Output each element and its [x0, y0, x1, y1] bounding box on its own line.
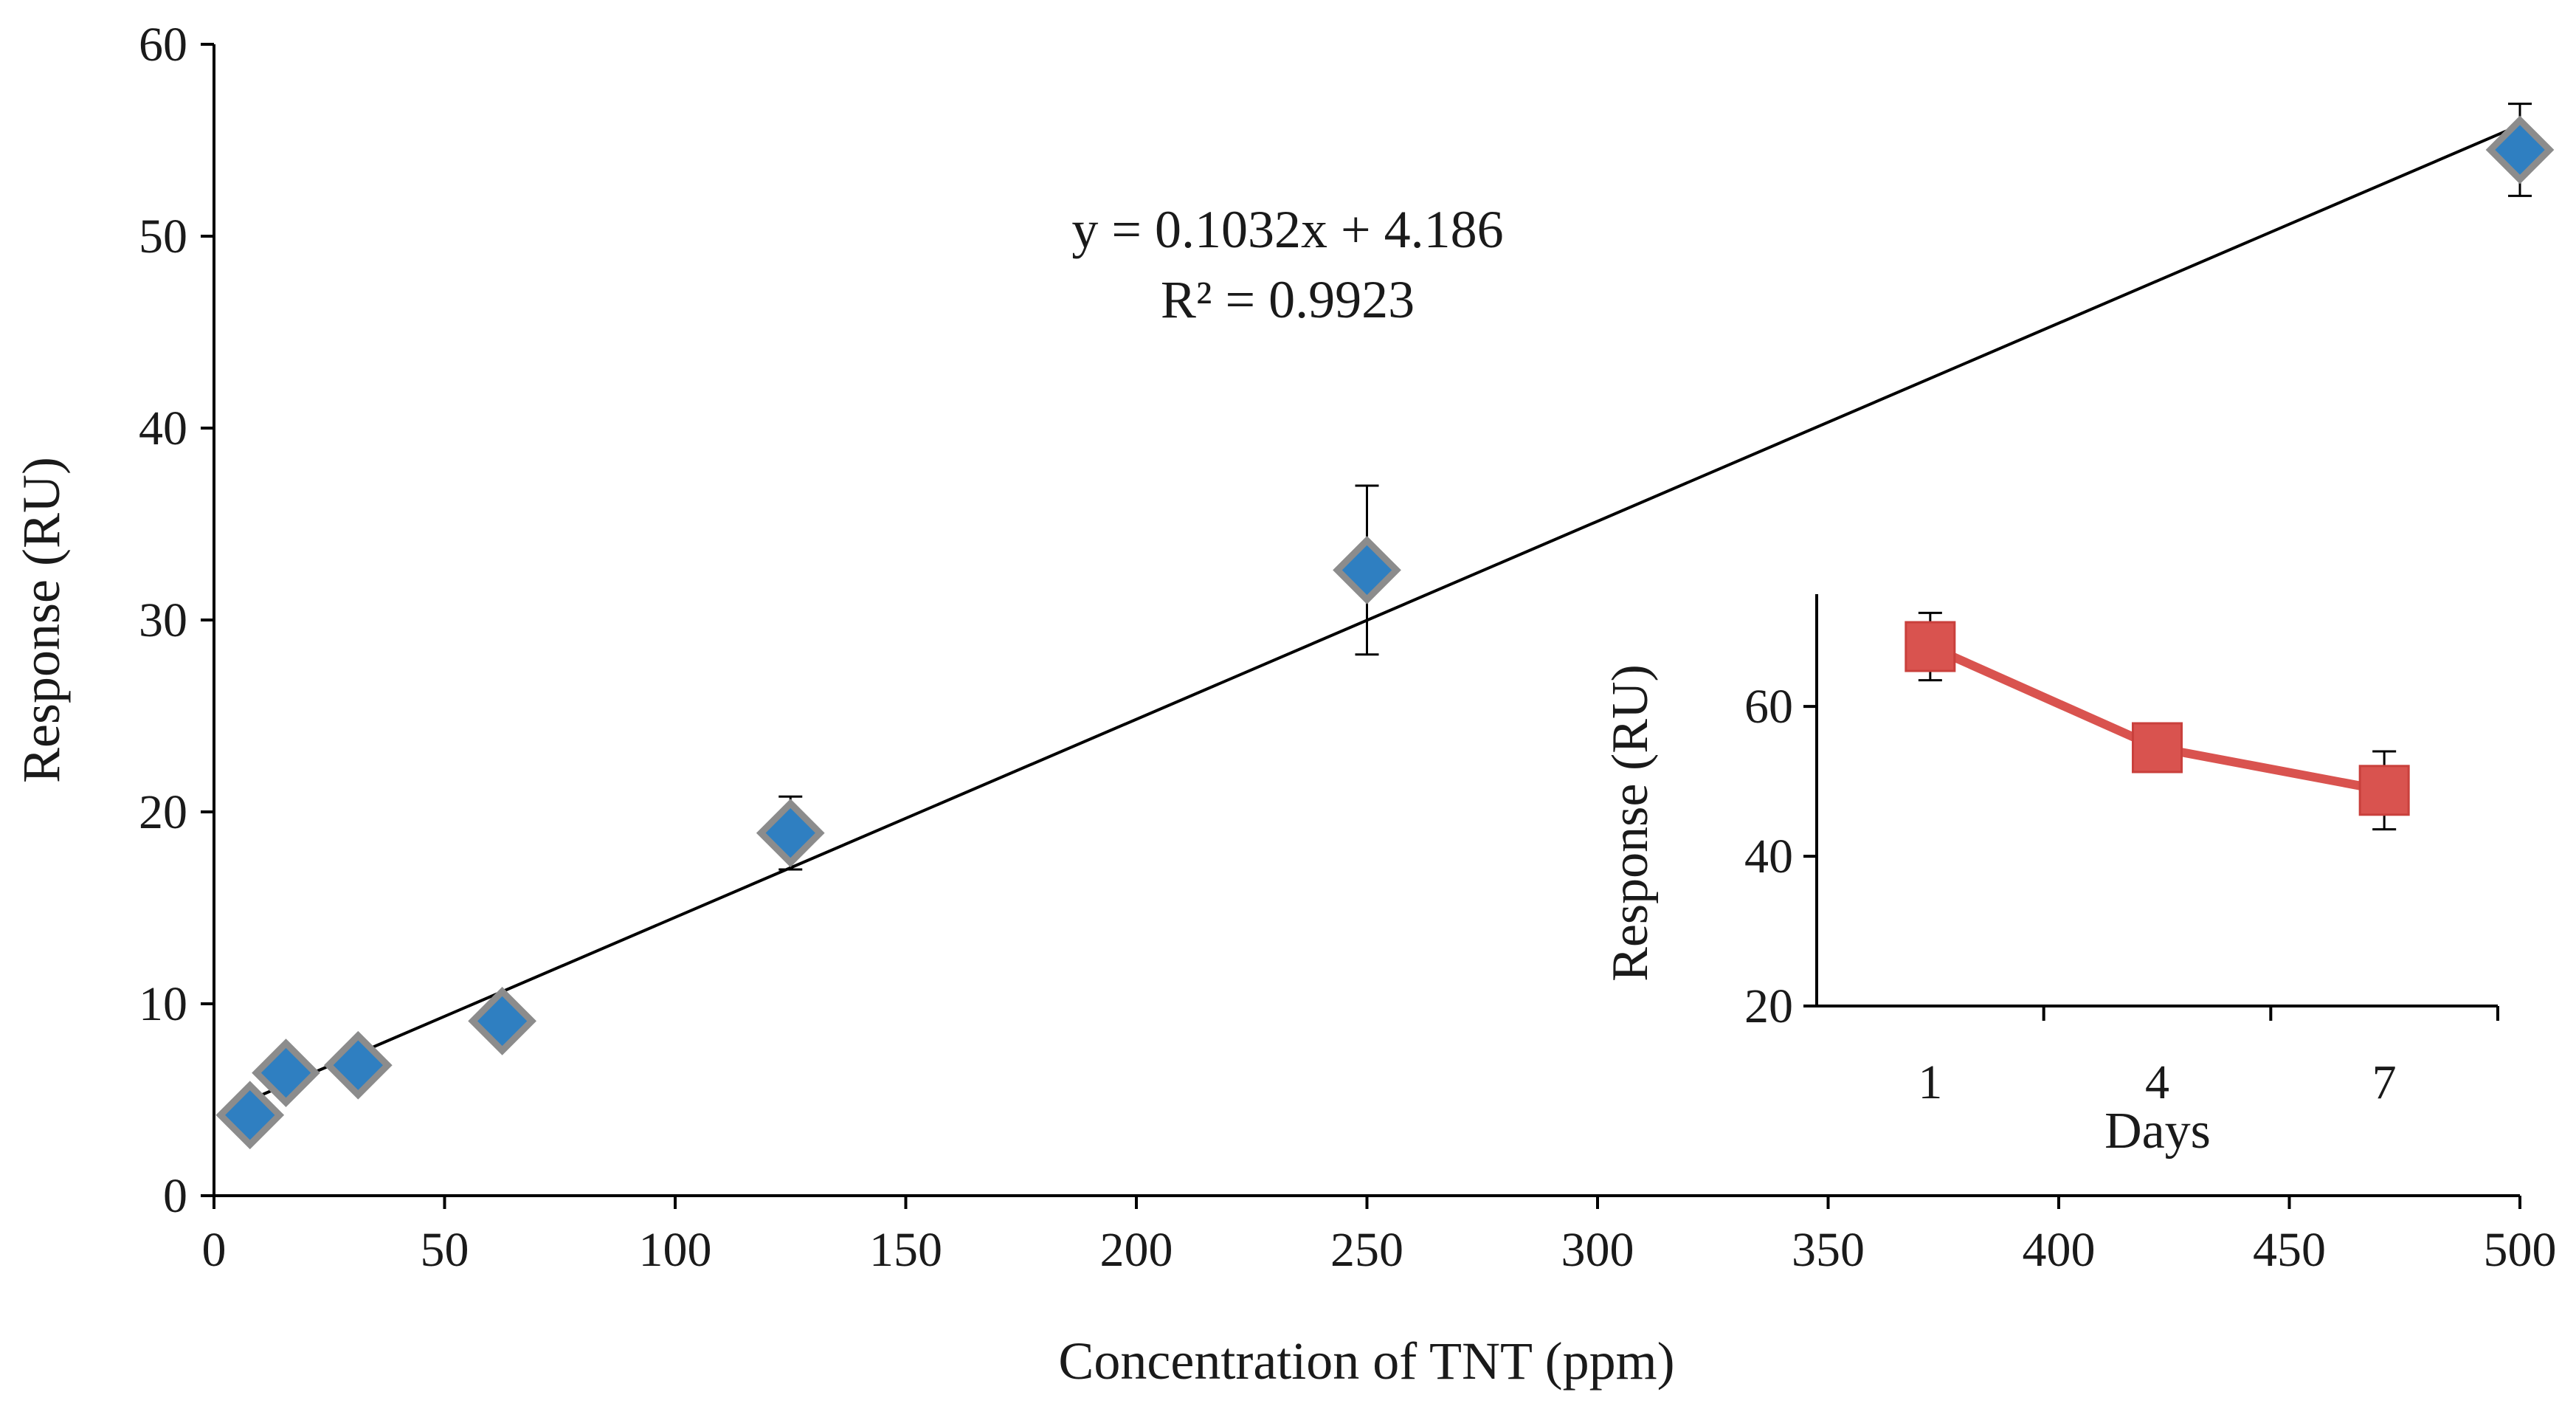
inset-data-point	[1905, 621, 1956, 672]
main-x-tick-label: 150	[869, 1223, 942, 1277]
main-y-tick-label: 0	[163, 1169, 187, 1223]
main-x-ticks: 0 50 100 150 200 250 300 350 400 450 500	[202, 1196, 2557, 1277]
main-y-tick-label: 60	[139, 18, 187, 72]
main-x-tick-label: 350	[1792, 1223, 1865, 1277]
main-x-tick-label: 500	[2484, 1223, 2557, 1277]
main-x-axis-title: Concentration of TNT (ppm)	[1058, 1332, 1674, 1391]
main-data-point	[756, 799, 825, 867]
inset-y-tick-label: 40	[1744, 830, 1793, 883]
inset-x-tick-label: 4	[2145, 1055, 2169, 1109]
main-data-point	[1333, 536, 1401, 604]
inset-x-tick-label: 1	[1918, 1055, 1942, 1109]
main-data-point	[323, 1030, 393, 1100]
main-data-point	[252, 1038, 320, 1107]
main-trendline	[249, 123, 2521, 1102]
main-trendline-layer	[249, 123, 2521, 1102]
main-x-tick-label: 450	[2253, 1223, 2326, 1277]
inset-y-ticks: 20 40 60	[1744, 680, 1817, 1033]
main-data-point	[2485, 115, 2555, 185]
main-x-tick-label: 100	[639, 1223, 712, 1277]
inset-data-point	[2132, 722, 2183, 774]
main-y-ticks: 0 10 20 30 40 50 60	[139, 18, 214, 1223]
main-x-tick-label: 50	[421, 1223, 469, 1277]
main-x-tick-label: 0	[202, 1223, 227, 1277]
inset-y-tick-label: 20	[1744, 979, 1793, 1033]
main-data-point	[468, 987, 536, 1055]
main-data-points	[215, 115, 2555, 1150]
inset-x-axis-title: Days	[2104, 1103, 2211, 1160]
main-y-tick-label: 50	[139, 210, 187, 263]
main-x-tick-label: 200	[1100, 1223, 1173, 1277]
trendline-r-squared: R² = 0.9923	[1161, 270, 1415, 329]
main-y-tick-label: 20	[139, 785, 187, 839]
inset-data-point	[2358, 765, 2410, 816]
inset-y-tick-label: 60	[1744, 680, 1793, 734]
inset-x-tick-label: 7	[2372, 1055, 2397, 1109]
main-y-tick-label: 30	[139, 593, 187, 647]
inset-plot: 20 40 60 1 4 7 Days Response (RU)	[1602, 594, 2499, 1160]
main-x-tick-label: 400	[2023, 1223, 2096, 1277]
main-y-tick-label: 10	[139, 977, 187, 1031]
trendline-equation: y = 0.1032x + 4.186	[1071, 200, 1503, 259]
main-x-tick-label: 300	[1561, 1223, 1634, 1277]
inset-x-ticks: 1 4 7	[1918, 1006, 2499, 1109]
inset-error-bars	[1918, 611, 2397, 831]
inset-y-axis-title: Response (RU)	[1602, 664, 1659, 982]
main-y-tick-label: 40	[139, 402, 187, 455]
main-y-axis-title: Response (RU)	[12, 457, 71, 783]
inset-data-points	[1905, 621, 2410, 816]
main-data-point	[215, 1081, 285, 1150]
main-x-tick-label: 250	[1330, 1223, 1403, 1277]
